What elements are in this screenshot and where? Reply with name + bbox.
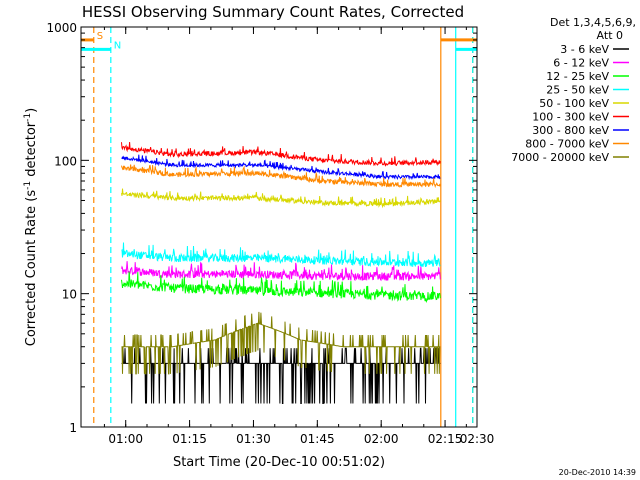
- series-line-3: [121, 242, 441, 268]
- y-axis-ticks: 1 10 100 1000: [46, 21, 477, 435]
- y-axis-label-end: ): [24, 108, 39, 113]
- series-line-4: [121, 188, 441, 209]
- legend-entry-label-5: 100 - 300 keV: [532, 111, 609, 124]
- legend-entry-label-6: 300 - 800 keV: [532, 124, 609, 137]
- y-axis-label: Corrected Count Rate (s-1 detector-1): [23, 108, 39, 346]
- y-tick-label-3: 1000: [46, 21, 77, 35]
- legend-entry-label-4: 50 - 100 keV: [539, 97, 609, 110]
- series-line-6: [121, 154, 441, 181]
- chart-title: HESSI Observing Summary Count Rates, Cor…: [82, 3, 464, 21]
- x-tick-label-4: 02:00: [364, 432, 399, 446]
- y-axis-label-mid: detector: [24, 121, 39, 181]
- plot-area: SN: [81, 27, 477, 427]
- flag-label-1: N: [114, 40, 121, 51]
- x-tick-label-3: 01:45: [300, 432, 335, 446]
- legend-header-detectors: Det 1,3,4,5,6,9,: [550, 16, 636, 29]
- plot-frame: [80, 26, 478, 428]
- legend-entry-label-3: 25 - 50 keV: [546, 84, 609, 97]
- x-tick-label-2: 01:30: [236, 432, 271, 446]
- legend-entry-label-2: 12 - 25 keV: [546, 70, 609, 83]
- x-tick-label-1: 01:15: [172, 432, 207, 446]
- y-axis-label-sup1: -1: [23, 181, 33, 190]
- x-axis-label: Start Time (20-Dec-10 00:51:02): [173, 455, 385, 470]
- x-tick-label-5: 02:15: [428, 432, 463, 446]
- y-tick-label-2: 100: [54, 154, 77, 168]
- legend-entry-label-0: 3 - 6 keV: [560, 43, 609, 56]
- y-tick-label-1: 10: [62, 288, 77, 302]
- y-axis-label-sup2: -1: [23, 113, 33, 122]
- series-line-1: [121, 261, 441, 282]
- legend-entry-label-8: 7000 - 20000 keV: [511, 151, 609, 164]
- x-tick-label-0: 01:00: [108, 432, 143, 446]
- legend-entry-label-1: 6 - 12 keV: [553, 57, 609, 70]
- series-line-8: [121, 311, 441, 375]
- series-line-7: [121, 164, 441, 189]
- footer-date: 20-Dec-2010 14:39: [559, 468, 636, 477]
- y-tick-label-0: 1: [69, 421, 77, 435]
- legend-header-attenuator: Att 0: [597, 29, 623, 42]
- flag-label-0: S: [97, 31, 103, 42]
- legend-entry-label-7: 800 - 7000 keV: [525, 138, 609, 151]
- x-tick-label-6: 02:30: [460, 432, 495, 446]
- series-line-5: [121, 141, 441, 167]
- y-axis-label-main: Corrected Count Rate (s: [24, 190, 39, 347]
- series-line-2: [121, 271, 441, 304]
